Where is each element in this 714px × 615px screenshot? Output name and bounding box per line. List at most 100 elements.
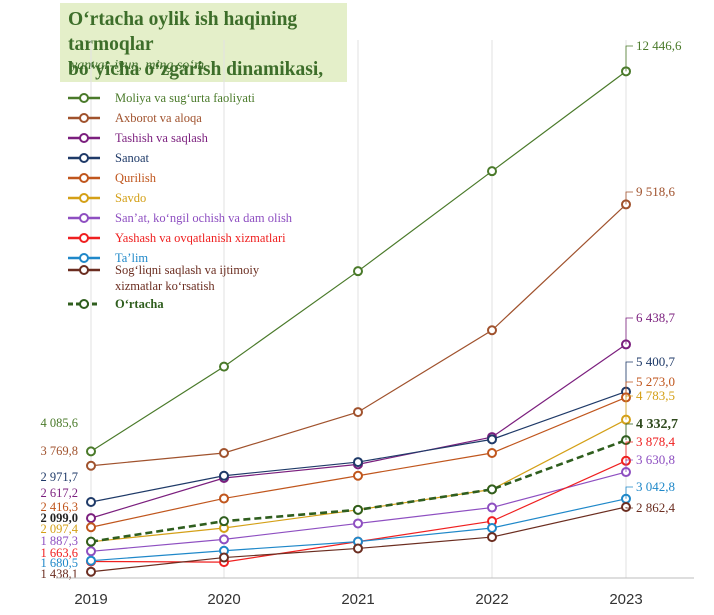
legend-item-sanat: San’at, ko‘ngil ochish va dam olish: [68, 211, 293, 225]
legend-item-sanoat: Sanoat: [68, 151, 150, 165]
end-label-savdo: 4 783,5: [636, 388, 675, 403]
end-label-talim: 3 042,8: [636, 479, 675, 494]
x-tick-label: 2023: [609, 591, 642, 608]
end-label-yashash: 3 878,4: [636, 434, 676, 449]
data-point-sogliq-2019: [86, 566, 96, 577]
legend-item-savdo: Savdo: [68, 191, 146, 205]
legend-marker-sogliq: [79, 265, 89, 275]
legend-marker-qurilish: [79, 173, 89, 183]
end-label-sogliq: 2 862,4: [636, 500, 676, 515]
series-axborot: [86, 199, 631, 471]
end-label-connector-moliya: [625, 45, 633, 72]
data-point-talim-2022: [487, 523, 497, 533]
series-talim: [86, 493, 631, 566]
start-label-sanat: 1 887,3: [41, 534, 79, 548]
legend-marker-sanat: [79, 213, 89, 223]
start-label-ortacha: 2 099,0: [41, 511, 79, 525]
legend-label-savdo: Savdo: [115, 191, 146, 205]
data-point-ortacha-2020: [219, 516, 229, 527]
data-point-sanoat-2021: [353, 457, 363, 468]
x-tick-label: 2020: [207, 591, 240, 608]
legend-marker-talim: [79, 253, 89, 263]
start-label-sogliq: 1 438,1: [41, 567, 79, 581]
series-sogliq: [86, 501, 631, 577]
data-point-sanoat-2020: [219, 470, 229, 481]
end-label-connector-ortacha: [625, 423, 633, 441]
start-label-moliya: 4 085,6: [41, 416, 79, 430]
data-point-ortacha-2021: [353, 504, 363, 515]
data-point-qurilish-2020: [219, 493, 229, 504]
legend-label-yashash: Yashash va ovqatlanish xizmatlari: [115, 231, 286, 245]
end-label-connector-axborot: [625, 191, 633, 205]
data-point-qurilish-2021: [353, 470, 363, 481]
data-point-sanoat-2022: [487, 434, 497, 445]
legend-item-talim: Ta’lim: [68, 251, 148, 265]
chart-title: O‘rtacha oylik ish haqining tarmoqlar bo…: [68, 9, 324, 80]
legend-label-sanat: San’at, ko‘ngil ochish va dam olish: [115, 211, 293, 225]
start-label-yashash: 1 663,6: [41, 546, 79, 560]
legend-label-tashish: Tashish va saqlash: [115, 131, 209, 145]
start-label-talim: 1 680,5: [41, 556, 79, 570]
legend-label-talim: Ta’lim: [115, 251, 148, 265]
data-point-sogliq-2021: [353, 543, 363, 554]
data-point-moliya-2019: [86, 446, 96, 457]
end-label-sanoat: 5 400,7: [636, 354, 676, 369]
data-point-sanat-2021: [353, 518, 363, 529]
x-tick-label: 2022: [475, 591, 508, 608]
data-point-qurilish-2022: [487, 448, 497, 458]
data-point-sogliq-2022: [487, 532, 497, 543]
data-point-sogliq-2020: [219, 552, 229, 563]
data-point-sanat-2020: [219, 534, 229, 545]
legend-item-qurilish: Qurilish: [68, 171, 157, 185]
end-label-sanat: 3 630,8: [636, 452, 675, 467]
end-label-connector-talim: [625, 486, 633, 499]
legend-label-ortacha: O‘rtacha: [115, 297, 164, 311]
data-point-moliya-2021: [353, 266, 363, 277]
legend-item-ortacha: O‘rtacha: [68, 297, 164, 311]
end-label-qurilish: 5 273,0: [636, 374, 675, 389]
legend-label-line: Sog‘liqni saqlash va ijtimoiy: [115, 263, 260, 277]
legend-label-qurilish: Qurilish: [115, 171, 157, 185]
series-sanat: [86, 467, 631, 557]
end-label-axborot: 9 518,6: [636, 184, 676, 199]
data-point-talim-2019: [86, 555, 96, 566]
legend-label-axborot: Axborot va aloqa: [115, 111, 202, 125]
title-box: O‘rtacha oylik ish haqining tarmoqlar bo…: [60, 3, 347, 82]
legend-item-tashish: Tashish va saqlash: [68, 131, 209, 145]
end-label-tashish: 6 438,7: [636, 310, 676, 325]
data-point-ortacha-2019: [86, 536, 96, 547]
start-label-sanoat: 2 971,7: [41, 470, 79, 484]
legend-marker-savdo: [79, 193, 89, 203]
data-point-axborot-2022: [487, 325, 497, 336]
data-point-moliya-2022: [487, 166, 497, 177]
end-label-moliya: 12 446,6: [636, 38, 682, 53]
legend-label-sanoat: Sanoat: [115, 151, 150, 165]
legend-marker-yashash: [79, 233, 89, 243]
data-point-ortacha-2022: [487, 484, 497, 495]
legend-marker-ortacha: [79, 299, 89, 309]
legend-marker-moliya: [79, 93, 89, 103]
end-label-connector-tashish: [625, 317, 633, 345]
legend-item-axborot: Axborot va aloqa: [68, 111, 202, 125]
data-point-moliya-2020: [219, 361, 229, 372]
legend-label-moliya: Moliya va sug‘urta faoliyati: [115, 91, 255, 105]
start-label-tashish: 2 617,2: [41, 486, 79, 500]
legend-marker-axborot: [79, 113, 89, 123]
data-point-tashish-2019: [86, 513, 96, 524]
end-label-connector-yashash: [625, 441, 633, 461]
data-point-sanoat-2019: [86, 497, 96, 508]
legend-marker-sanoat: [79, 153, 89, 163]
legend-label-line: xizmatlar ko‘rsatish: [115, 279, 215, 293]
data-point-axborot-2020: [219, 448, 229, 458]
data-point-axborot-2021: [353, 407, 363, 418]
data-point-sanat-2019: [86, 546, 96, 557]
end-label-connector-sogliq: [625, 506, 633, 509]
legend-label-sogliq: Sog‘liqni saqlash va ijtimoiy xizmatlar k…: [115, 263, 260, 293]
legend-item-yashash: Yashash va ovqatlanish xizmatlari: [68, 231, 286, 245]
data-point-qurilish-2019: [86, 522, 96, 533]
data-point-axborot-2019: [86, 460, 96, 471]
end-label-ortacha: 4 332,7: [636, 417, 678, 432]
legend-marker-tashish: [79, 133, 89, 143]
chart-subtitle: yanvar-iyun, ming so‘m: [71, 58, 205, 73]
